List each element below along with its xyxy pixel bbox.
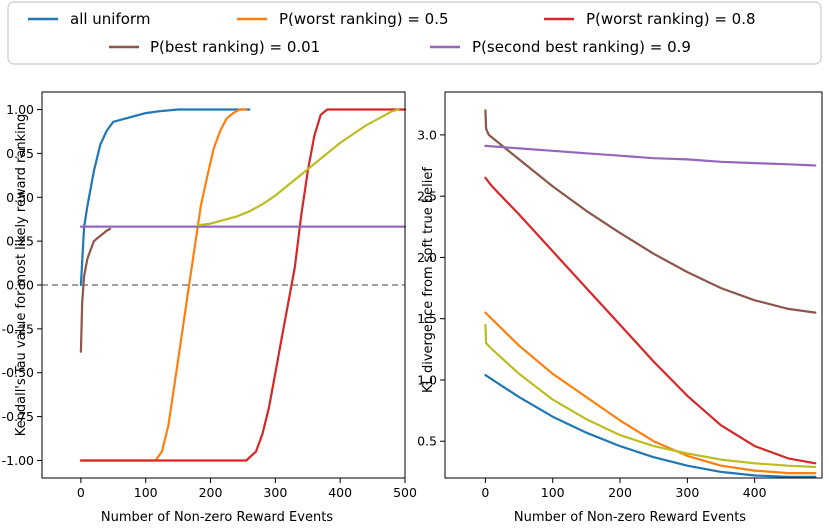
legend: all uniform P(worst ranking) = 0.5 P(wor… xyxy=(7,1,822,65)
left-y-tick-label: 0.75 xyxy=(6,146,34,161)
right-axes-frame xyxy=(444,91,823,479)
legend-label-all-uniform: all uniform xyxy=(70,10,150,28)
left-series-line-unlabeled-5 xyxy=(196,108,400,227)
right-x-tick-label: 300 xyxy=(675,485,699,500)
left-y-tick-label: 0.25 xyxy=(6,234,34,249)
right-series-line-unlabeled-5 xyxy=(484,323,817,469)
right-x-tick-label: 0 xyxy=(481,485,489,500)
right-x-tick-label: 400 xyxy=(743,485,767,500)
right-series-line-p-best-ranking-0-01 xyxy=(484,109,817,314)
left-x-tick-label: 500 xyxy=(393,485,417,500)
right-series-line-p-worst-ranking-0-8 xyxy=(484,176,817,465)
legend-label-second-best-0-9: P(second best ranking) = 0.9 xyxy=(472,38,691,56)
right-x-tick-label: 200 xyxy=(608,485,632,500)
right-y-tick-label: 3.0 xyxy=(417,127,437,142)
left-x-axis-label: Number of Non-zero Reward Events xyxy=(101,510,333,525)
left-y-tick-label: -1.00 xyxy=(2,453,34,468)
right-x-axis-label: Number of Non-zero Reward Events xyxy=(514,510,746,525)
right-x-tick-label: 100 xyxy=(541,485,565,500)
legend-label-worst-0-5: P(worst ranking) = 0.5 xyxy=(279,10,449,28)
right-y-tick-label: 2.5 xyxy=(417,189,437,204)
right-chart: KL divergence from soft true belief Numb… xyxy=(417,91,823,525)
right-y-axis-label: KL divergence from soft true belief xyxy=(421,167,436,393)
left-series-line-p-worst-ranking-0-8 xyxy=(79,108,407,462)
left-series-line-all-uniform xyxy=(79,108,251,287)
legend-entry-best-0-01: P(best ranking) = 0.01 xyxy=(109,38,320,56)
left-y-axis-label: Kendall's Tau value for most likely rewa… xyxy=(14,114,29,437)
left-y-tick-label: 1.00 xyxy=(6,102,34,117)
left-y-tick-label: -0.75 xyxy=(2,409,34,424)
left-y-tick-label: 0.50 xyxy=(6,190,34,205)
legend-entry-second-best-0-9: P(second best ranking) = 0.9 xyxy=(430,38,691,56)
left-series-line-p-worst-ranking-0-5 xyxy=(79,108,248,462)
legend-entry-all-uniform: all uniform xyxy=(28,10,150,28)
left-y-tick-label: 0.00 xyxy=(6,278,34,293)
legend-entry-worst-0-8: P(worst ranking) = 0.8 xyxy=(544,10,756,28)
right-series-line-p-worst-ranking-0-5 xyxy=(484,311,817,475)
left-y-tick-label: -0.50 xyxy=(2,365,34,380)
left-chart: Kendall's Tau value for most likely rewa… xyxy=(2,91,417,525)
legend-entry-worst-0-5: P(worst ranking) = 0.5 xyxy=(237,10,449,28)
left-x-tick-label: 400 xyxy=(328,485,352,500)
left-x-tick-label: 300 xyxy=(263,485,287,500)
legend-frame xyxy=(7,1,822,65)
right-y-tick-label: 1.5 xyxy=(417,311,437,326)
right-series-line-p-second-best-ranking-0-9 xyxy=(484,144,817,167)
left-x-tick-label: 0 xyxy=(77,485,85,500)
left-series-line-p-best-ranking-0-01 xyxy=(79,227,112,353)
right-series-line-all-uniform xyxy=(484,374,817,478)
left-x-tick-label: 200 xyxy=(199,485,223,500)
left-y-tick-label: -0.25 xyxy=(2,321,34,336)
right-y-tick-label: 2.0 xyxy=(417,250,437,265)
left-x-tick-label: 100 xyxy=(134,485,158,500)
legend-label-worst-0-8: P(worst ranking) = 0.8 xyxy=(586,10,756,28)
right-y-tick-label: 1.0 xyxy=(417,372,437,387)
legend-label-best-0-01: P(best ranking) = 0.01 xyxy=(150,38,320,56)
right-y-tick-label: 0.5 xyxy=(417,434,437,449)
